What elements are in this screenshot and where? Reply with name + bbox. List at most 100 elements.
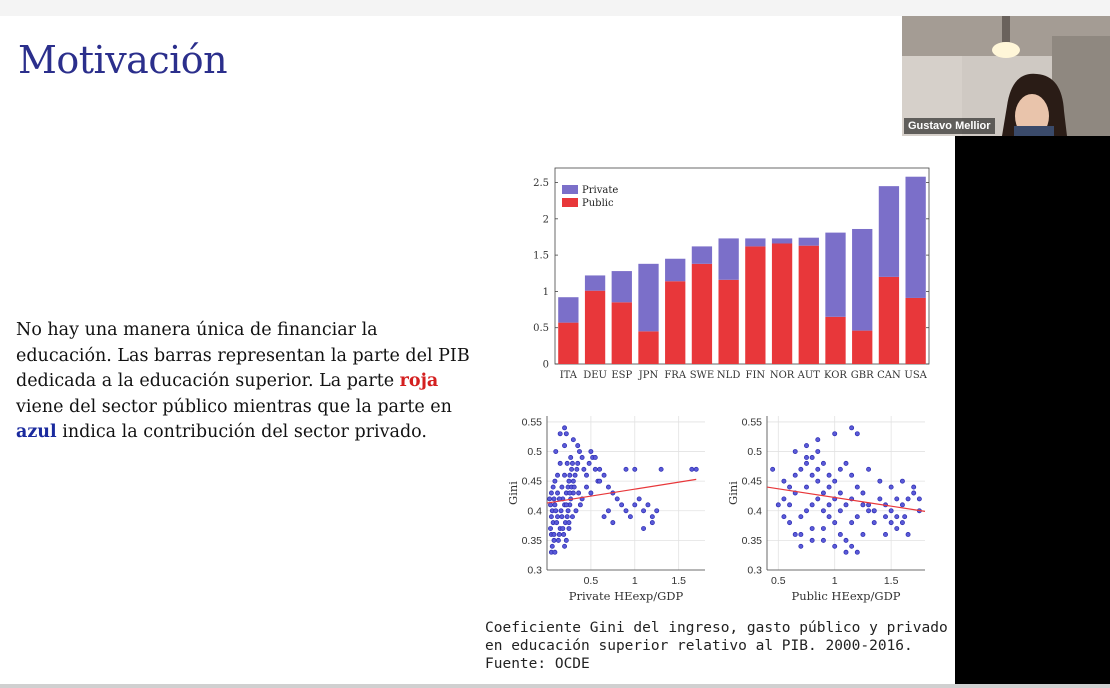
scatter-private-point [588,449,594,454]
scatter-private-point [562,443,568,449]
body-part-3: indica la contribución del sector privad… [56,422,427,442]
scatter-public-point [860,532,866,537]
scatter-private-point [548,502,553,508]
scatter-public-point [804,455,809,460]
scatter-private-point [552,549,558,555]
scatter-private-point [551,537,557,543]
scatter-private-point [552,502,558,508]
bar-category-label: USA [904,370,927,381]
scatter-private-point [689,466,695,472]
scatter-private-point [548,514,554,520]
scatter-public-point [820,490,826,496]
top-bar [0,0,1110,16]
scatter-private-point [649,520,655,526]
figure-caption: Coeficiente Gini del ingreso, gasto públ… [485,619,955,673]
scatter-public-x-tick-label: 1.5 [884,575,899,587]
participant-name: Gustavo Mellior [904,118,995,134]
bar-public-FIN [745,246,766,364]
scatter-private-point [567,472,573,478]
scatter-private-point [563,537,569,543]
scatter-private-point [559,514,565,520]
scatter-public-point [837,466,843,472]
scatter-private-point [559,484,565,490]
scatter-public-point [899,520,905,526]
legend-label-public: Public [582,198,614,209]
scatter-public-point [849,520,855,526]
body-red-word: roja [399,371,439,391]
scatter-private-point [619,502,625,508]
scatter-public-point [871,520,877,526]
bar-category-label: FIN [746,370,766,381]
scatter-private-point [581,466,587,472]
bar-private-USA [905,176,926,298]
scatter-private-y-tick-label: 0.3 [527,565,542,577]
scatter-private-point [579,455,585,460]
scatter-public-point [781,514,787,520]
scatter-private-point [654,508,660,514]
scatter-private-point [553,508,559,514]
scatter-private-point [605,508,611,514]
scatter-private-point [560,526,566,531]
scatter-public-point [832,543,838,549]
scatter-private-point [627,514,633,520]
scatter-public-point [854,431,860,437]
scatter-private-point [564,460,570,466]
scatter-private-point [570,478,576,484]
bar-public-DEU [584,290,606,364]
scatter-public-point [894,526,900,531]
bar-category-label: GBR [851,370,874,381]
bar-private-NLD [718,238,739,280]
bar-public-ITA [558,322,579,364]
scatter-private-point [597,466,603,472]
scatter-private-point [563,431,569,437]
bar-public-AUT [798,245,819,364]
scatter-private-point [567,490,573,496]
scatter-private-y-tick-label: 0.4 [527,505,542,517]
scatter-private-point [566,478,572,484]
scatter-private-point [549,543,555,549]
scatter-public-point [911,484,917,490]
scatter-private-point [548,526,553,531]
scatter-private-point [563,502,569,508]
webcam-video-tile[interactable]: Gustavo Mellior [902,16,1110,136]
scatter-public-point [837,508,843,514]
bar-category-label: ITA [560,370,578,381]
scatter-public-point [905,532,911,537]
scatter-public-point [894,496,900,502]
scatter-public-point [894,514,900,520]
bar-plot-frame [554,167,930,365]
scatter-public-point [832,431,838,437]
scatter-private-point [555,490,560,496]
scatter-private-point [592,455,598,460]
scatter-public-x-axis-label: Public HEexp/GDP [791,589,900,603]
scatter-private-point [556,532,562,537]
scatter-public-point [815,478,821,484]
scatter-private-point [588,490,594,496]
scatter-public-point [877,478,883,484]
scatter-private-point [551,532,557,537]
scatter-public-point [820,460,826,466]
scatter-public-point [770,466,776,472]
scatter-public-point [804,508,809,514]
bar-category-label: FRA [664,370,686,381]
bar-category-label: NLD [717,370,740,381]
scatter-private-point [566,520,572,526]
webcam-image [902,16,1110,136]
caption-line-2: en educación superior relativo al PIB. 2… [485,638,913,654]
scatter-private-point [553,449,559,454]
scatter-public-point [854,484,860,490]
scatter-private-point [597,478,603,484]
body-part-2: viene del sector público mientras que la… [16,396,452,417]
bar-y-tick-label: 0.5 [533,323,549,334]
bar-category-label: ESP [611,370,632,381]
scatter-public-point [866,466,872,472]
bar-private-CAN [878,186,900,277]
scatter-private-point [557,460,563,466]
body-blue-word: azul [16,422,57,442]
scatter-public-point [815,466,821,472]
scatter-private-point [584,484,589,490]
scatter-private-point [645,502,651,508]
bar-public-KOR [825,316,846,364]
scatter-public-y-tick-label: 0.55 [742,416,763,428]
scatter-public-point [860,502,866,508]
